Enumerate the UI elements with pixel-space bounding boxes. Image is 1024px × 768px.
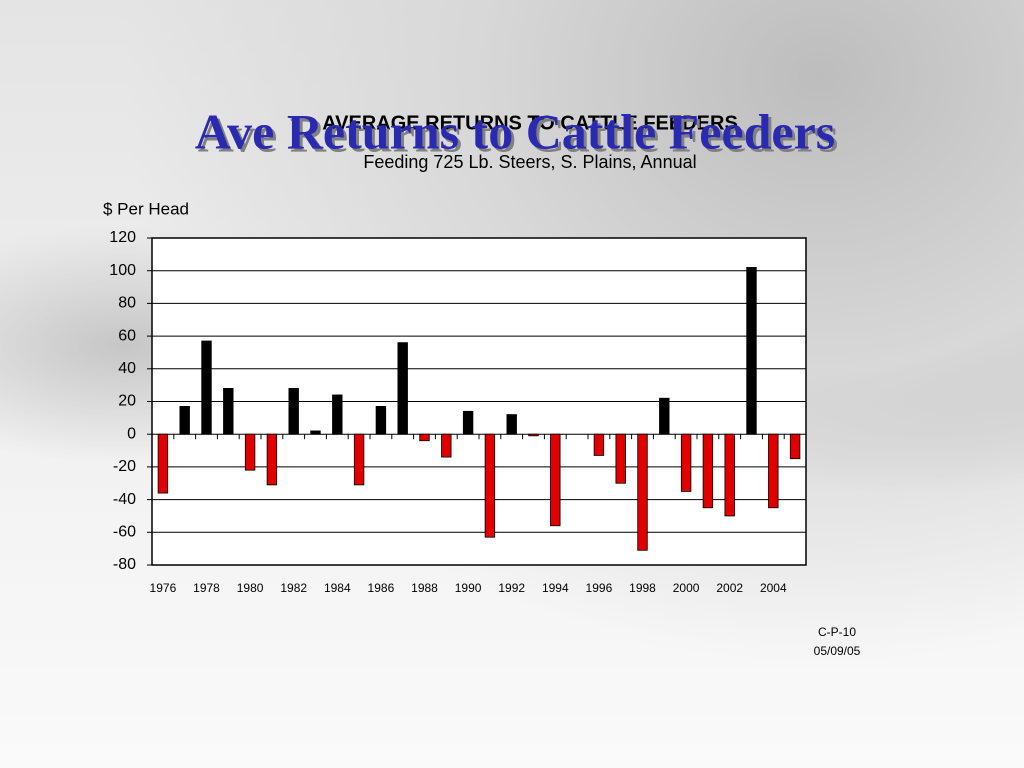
bar	[310, 430, 321, 435]
slide-title-shadow: Ave Returns to Cattle Feeders	[198, 106, 839, 162]
x-tick-label: 1992	[498, 581, 525, 595]
y-tick-label: 60	[118, 327, 136, 344]
bar	[266, 433, 278, 486]
bar	[680, 433, 692, 492]
slide-title: Ave Returns to Cattle Feeders	[195, 103, 836, 159]
y-tick-label: 120	[109, 229, 136, 246]
x-tick-label: 2000	[673, 581, 700, 595]
x-tick-label: 1994	[542, 581, 569, 595]
x-tick-label: 1978	[193, 581, 220, 595]
x-tick-label: 1982	[280, 581, 307, 595]
bar	[506, 414, 517, 435]
bar	[353, 433, 365, 486]
x-tick-label: 1976	[150, 581, 177, 595]
bar	[419, 433, 430, 442]
bar	[157, 433, 169, 494]
chart-title: AVERAGE RETURNS TO CATTLE FEEDERS	[322, 112, 738, 134]
bar	[768, 433, 779, 509]
footer-date: 05/09/05	[814, 644, 861, 658]
x-tick-label: 1990	[455, 581, 482, 595]
bar	[375, 406, 387, 435]
x-tick-label: 1986	[368, 581, 395, 595]
bar	[223, 388, 234, 435]
bar	[637, 433, 648, 551]
bar	[397, 342, 408, 435]
bar	[484, 433, 496, 538]
y-tick-label: 80	[118, 295, 136, 312]
x-tick-label: 1984	[324, 581, 351, 595]
x-tick-label: 1988	[411, 581, 438, 595]
bar	[659, 397, 670, 435]
footer-code: C-P-10	[818, 625, 856, 639]
bar	[789, 433, 801, 460]
bar	[615, 433, 626, 484]
x-tick-label: 1980	[237, 581, 264, 595]
bar	[702, 433, 714, 509]
bar	[244, 433, 256, 471]
bar	[724, 433, 735, 517]
bar	[179, 406, 190, 435]
y-tick-label: 100	[109, 262, 136, 279]
y-tick-label: 40	[118, 360, 136, 377]
x-tick-label: 1996	[586, 581, 613, 595]
y-axis-label: $ Per Head	[103, 199, 189, 218]
x-tick-label: 2002	[716, 581, 743, 595]
bar	[550, 433, 561, 527]
bar	[441, 433, 452, 458]
bar	[593, 433, 605, 456]
y-tick-label: -80	[113, 556, 136, 573]
y-tick-label: -20	[113, 458, 136, 475]
chart-subtitle: Feeding 725 Lb. Steers, S. Plains, Annua…	[363, 152, 696, 172]
bar	[288, 388, 299, 435]
y-tick-label: -60	[113, 524, 136, 541]
bar	[462, 410, 474, 435]
bar	[201, 340, 212, 435]
bar	[746, 267, 757, 435]
y-tick-label: 0	[127, 425, 136, 442]
bar	[528, 433, 539, 437]
y-tick-label: 20	[118, 393, 136, 410]
y-tick-label: -40	[113, 491, 136, 508]
x-tick-label: 1998	[629, 581, 656, 595]
bar	[332, 394, 343, 435]
x-tick-label: 2004	[760, 581, 787, 595]
